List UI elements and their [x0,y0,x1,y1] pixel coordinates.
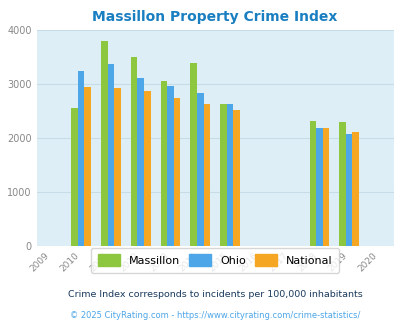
Bar [233,110,239,246]
Bar [196,93,203,246]
Bar [101,41,107,246]
Bar [114,88,121,246]
Bar [173,98,180,246]
Bar [309,120,315,246]
Text: © 2025 CityRating.com - https://www.cityrating.com/crime-statistics/: © 2025 CityRating.com - https://www.city… [70,311,360,320]
Bar [144,91,150,246]
Bar [137,78,144,246]
Bar [107,64,114,246]
Bar [190,63,196,246]
Bar [322,128,328,246]
Bar [78,71,84,246]
Bar [167,86,173,246]
Bar [315,128,322,246]
Bar [226,104,233,246]
Title: Massillon Property Crime Index: Massillon Property Crime Index [92,10,337,24]
Bar [339,122,345,246]
Bar [203,104,210,246]
Legend: Massillon, Ohio, National: Massillon, Ohio, National [91,248,339,273]
Bar [160,81,167,246]
Bar [84,86,91,246]
Bar [71,108,78,246]
Bar [345,134,352,246]
Bar [220,104,226,246]
Bar [352,132,358,246]
Bar [130,57,137,246]
Text: Crime Index corresponds to incidents per 100,000 inhabitants: Crime Index corresponds to incidents per… [68,289,362,299]
